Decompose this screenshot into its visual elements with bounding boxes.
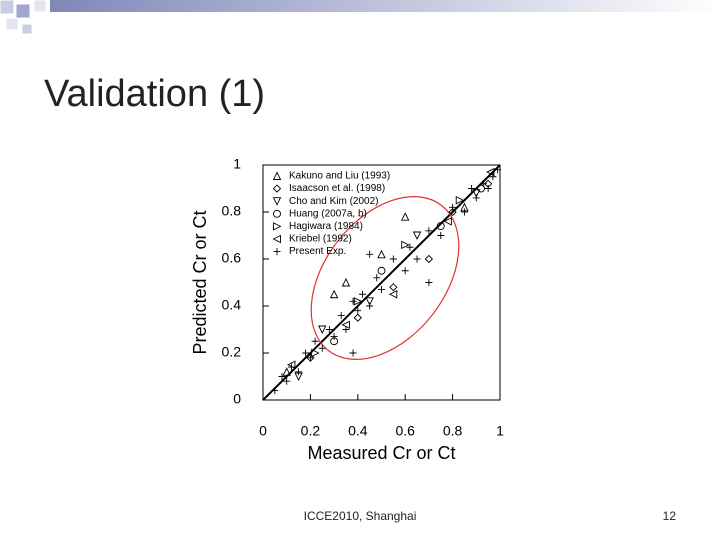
data-point <box>477 184 485 193</box>
x-tick-label: 1 <box>496 423 504 439</box>
data-point <box>388 290 398 299</box>
legend-label: Cho and Kim (2002) <box>289 196 379 207</box>
slide-title: Validation (1) <box>44 73 265 115</box>
chart: 0 0.2 0.4 0.6 0.8 1 0 0.2 0.4 0.6 0.8 1 Measured Cr … <box>190 156 504 463</box>
legend-label: Kakuno and Liu (1993) <box>289 171 390 182</box>
data-point <box>412 231 422 241</box>
data-point <box>302 349 310 357</box>
data-point <box>329 289 339 299</box>
data-point <box>425 227 433 235</box>
data-point <box>401 267 409 275</box>
data-point <box>318 344 326 352</box>
data-point <box>278 373 286 380</box>
data-point <box>406 243 414 251</box>
legend-marker <box>272 197 282 206</box>
legend-marker <box>273 222 282 231</box>
data-point <box>472 189 481 198</box>
y-tick-label: 0.2 <box>222 344 242 360</box>
data-point <box>366 302 374 310</box>
x-tick-label: 0.4 <box>348 423 368 439</box>
data-point <box>378 286 385 294</box>
x-tick-label: 0.2 <box>301 423 321 439</box>
y-tick-label: 0.6 <box>222 250 242 266</box>
data-point <box>468 185 476 192</box>
legend-marker <box>272 234 281 244</box>
data-point <box>306 354 314 362</box>
data-point <box>460 208 468 216</box>
data-point <box>389 255 397 263</box>
identity-line <box>262 164 501 401</box>
y-axis-label: Predicted Cr or Ct <box>190 210 210 354</box>
data-point <box>366 250 374 258</box>
legend-label: Hagiwara (1984) <box>289 221 363 232</box>
data-point <box>342 326 350 333</box>
data-point <box>401 240 410 250</box>
data-point <box>413 255 421 263</box>
legend-label: Isaacson et al. (1998) <box>289 183 385 194</box>
data-point <box>337 311 345 319</box>
data-point <box>365 297 374 306</box>
data-point <box>425 279 433 286</box>
data-point <box>349 349 357 357</box>
data-point <box>479 180 487 188</box>
data-point <box>389 283 398 292</box>
legend-label: Present Exp. <box>289 246 346 257</box>
data-point <box>295 368 303 376</box>
data-point <box>373 274 381 282</box>
corner-squares <box>0 0 47 35</box>
data-point <box>287 363 295 371</box>
legend-marker <box>272 171 282 180</box>
data-point <box>318 325 327 335</box>
x-tick-label: 0.8 <box>443 423 463 439</box>
data-point <box>494 166 502 174</box>
legend-marker <box>273 209 281 218</box>
data-point <box>486 167 495 177</box>
data-point <box>282 367 291 376</box>
legend-marker <box>272 184 282 193</box>
data-point <box>448 207 457 217</box>
data-point <box>311 337 319 345</box>
data-point <box>353 313 362 322</box>
data-point <box>484 185 492 192</box>
x-tick-label: 0 <box>259 423 267 439</box>
data-point <box>489 173 497 181</box>
data-point <box>443 217 452 226</box>
page-number: 12 <box>663 509 677 523</box>
data-point <box>359 290 367 298</box>
data-point <box>330 333 338 341</box>
data-point <box>341 277 351 287</box>
data-point <box>449 203 457 211</box>
highlight-ellipse <box>310 196 460 360</box>
data-point <box>424 254 434 264</box>
data-point <box>455 196 465 205</box>
data-point <box>437 232 445 239</box>
x-tick-label: 0.6 <box>395 423 415 439</box>
data-point <box>271 387 279 395</box>
data-point <box>377 249 386 259</box>
data-point <box>377 266 386 275</box>
data-point <box>436 222 445 231</box>
plot-frame <box>262 164 501 401</box>
data-point <box>311 348 320 358</box>
data-point <box>349 297 357 305</box>
legend-marker <box>273 248 281 256</box>
data-point <box>283 377 291 385</box>
legend-label: Kriebel (1992) <box>289 234 352 245</box>
x-axis-label: Measured Cr or Ct <box>307 443 455 463</box>
data-point <box>400 212 410 221</box>
top-bar <box>50 0 720 12</box>
y-tick-label: 0 <box>233 391 241 407</box>
y-tick-label: 0.8 <box>222 203 242 219</box>
y-tick-label: 0.4 <box>222 297 242 313</box>
y-tick-label: 1 <box>233 156 241 172</box>
data-point <box>354 307 362 315</box>
legend-label: Huang (2007a, b) <box>289 208 367 219</box>
data-point <box>325 326 333 333</box>
data-point <box>472 194 480 202</box>
footer: ICCE2010, Shanghai <box>304 509 417 523</box>
